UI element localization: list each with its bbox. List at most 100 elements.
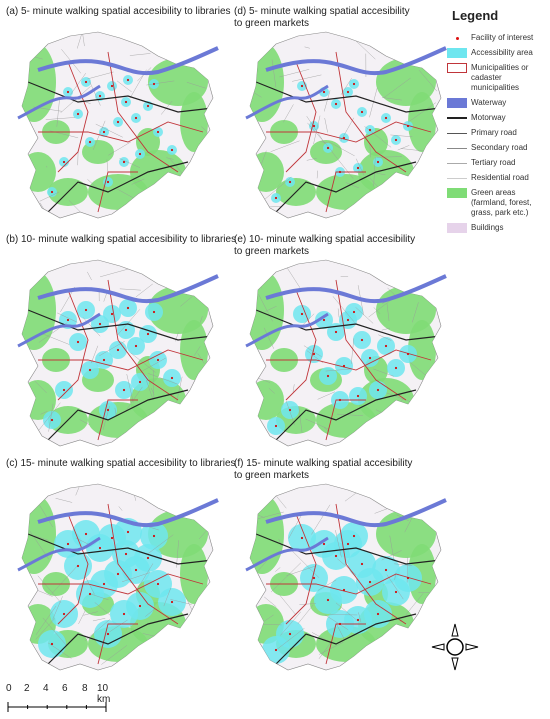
green-area (408, 92, 436, 152)
facility-point (146, 332, 150, 336)
legend-item-green: Green areas (farmland, forest, grass, pa… (446, 188, 550, 218)
green-area (180, 92, 208, 152)
road (42, 617, 67, 646)
facility-point (338, 398, 342, 402)
road (129, 53, 151, 56)
facility-point (134, 116, 138, 120)
facility-point (102, 130, 106, 134)
road (189, 637, 194, 660)
facility-point (146, 104, 150, 108)
facility-point (138, 604, 142, 608)
road (22, 260, 35, 274)
facility-point (300, 536, 304, 540)
facility-point (152, 310, 156, 314)
scale-tick-label: 6 (62, 683, 68, 694)
road (92, 618, 106, 622)
road (270, 140, 300, 152)
facility-point (122, 612, 126, 616)
city-map (17, 31, 219, 219)
road (22, 418, 34, 440)
legend-label: Facility of interest (471, 33, 534, 42)
road (297, 604, 314, 624)
motorway (27, 309, 213, 341)
road (48, 403, 54, 432)
road (381, 550, 402, 561)
waterway (17, 536, 101, 572)
road (146, 380, 154, 400)
road (318, 639, 333, 659)
legend-item-facility: Facility of interest (446, 33, 550, 43)
road (337, 558, 357, 575)
road (52, 596, 63, 620)
facility-point (76, 112, 80, 116)
road (306, 158, 317, 161)
scale-tick-label: 4 (43, 683, 49, 694)
facility-point (110, 536, 114, 540)
waterway (37, 46, 219, 75)
facility-point (342, 364, 346, 368)
panel-a-title: (a) 5- minute walking spatial accesibili… (6, 6, 231, 17)
road (433, 301, 441, 306)
road (37, 402, 61, 433)
compass-rose-icon (430, 622, 480, 672)
facility-point (102, 358, 106, 362)
road (385, 438, 400, 442)
road (373, 157, 376, 187)
secondary-road-line-icon (446, 143, 468, 153)
facility-point (376, 160, 380, 164)
road (383, 77, 411, 98)
road (280, 611, 301, 636)
road (91, 345, 99, 364)
residential-road-line-icon (446, 173, 468, 183)
road (95, 123, 123, 138)
facility-point (312, 576, 316, 580)
road (125, 386, 143, 412)
city-map (245, 483, 447, 671)
road (55, 498, 73, 503)
legend-item-tertiary: Tertiary road (446, 158, 550, 168)
municipality-border (107, 503, 179, 625)
facility-point (156, 130, 160, 134)
road (304, 46, 310, 49)
road (29, 429, 36, 446)
road (196, 177, 201, 198)
road (268, 387, 275, 394)
municipality-border (335, 279, 407, 401)
legend-title: Legend (452, 8, 499, 23)
waterway (17, 84, 101, 120)
road (278, 593, 297, 616)
facility-point (406, 352, 410, 356)
road (299, 603, 316, 605)
road (40, 411, 48, 415)
facility-point (406, 124, 410, 128)
facility-point (342, 588, 346, 592)
facility-point (312, 352, 316, 356)
facility-point (66, 542, 70, 546)
legend-item-accessibility: Accessibility area (446, 48, 550, 58)
facility-point (312, 124, 316, 128)
facility-point (146, 556, 150, 560)
facility-point (300, 84, 304, 88)
legend-label: Waterway (471, 98, 507, 107)
road (48, 642, 72, 659)
facility-point (152, 82, 156, 86)
facility-point (300, 312, 304, 316)
road (146, 80, 175, 86)
municipality-border (97, 623, 138, 665)
road (264, 596, 277, 607)
road (286, 565, 316, 576)
green-area-swatch-icon (446, 188, 468, 198)
facility-point (106, 632, 110, 636)
facility-point (110, 84, 114, 88)
facility-point (346, 90, 350, 94)
primary-road-line-icon (446, 128, 468, 138)
legend-label: Motorway (471, 113, 506, 122)
buildings-swatch-icon (446, 223, 468, 233)
facility-point (98, 546, 102, 550)
road (118, 506, 123, 511)
facility-point (170, 148, 174, 152)
facility-point (122, 388, 126, 392)
road (355, 158, 365, 176)
facility-point (124, 100, 128, 104)
road (173, 425, 197, 445)
